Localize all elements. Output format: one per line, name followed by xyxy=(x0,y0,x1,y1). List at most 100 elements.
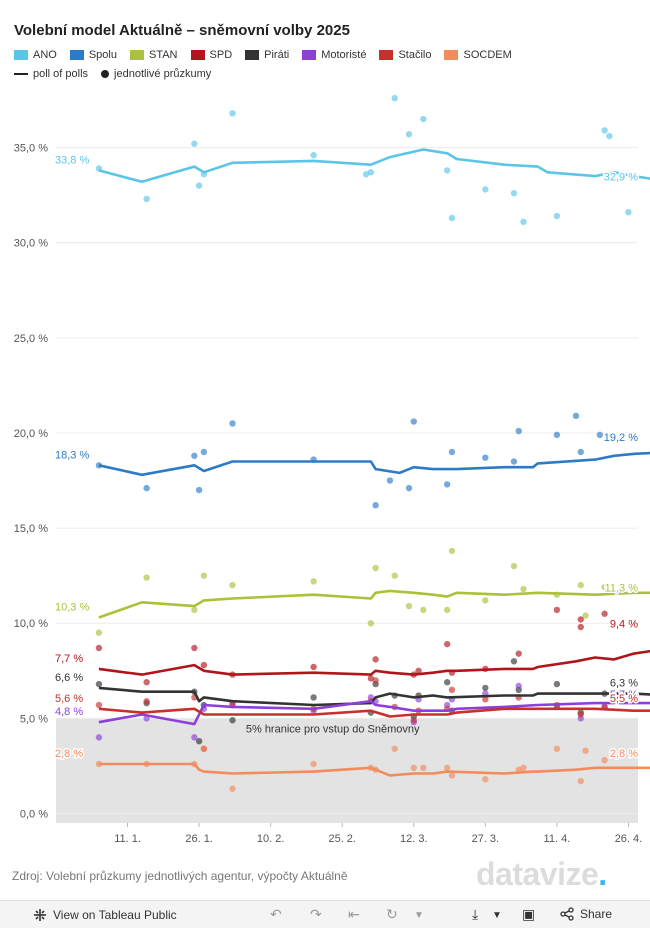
refresh-dropdown-icon[interactable]: ▼ xyxy=(414,910,424,921)
series-start-label: 6,6 % xyxy=(55,672,83,684)
series-start-label: 18,3 % xyxy=(55,449,89,461)
poll-point xyxy=(625,209,632,216)
poll-point xyxy=(310,151,317,159)
poll-point xyxy=(577,777,584,785)
y-tick-label: 25,0 % xyxy=(14,333,48,345)
poll-point xyxy=(510,458,518,465)
download-dropdown-icon[interactable]: ▼ xyxy=(492,910,502,921)
series-line-socdem xyxy=(98,762,650,777)
poll-point xyxy=(601,583,608,591)
poll-point xyxy=(482,454,489,461)
tableau-footer: View on Tableau Public ↶ ↷ ⇤ ↻ ▼ ⤓ ▼ ▣ S… xyxy=(0,900,650,928)
poll-point xyxy=(195,737,203,745)
refresh-icon[interactable]: ↻ xyxy=(386,906,398,922)
series-end-label: 32,9 % xyxy=(604,172,638,184)
legend-item-ano[interactable]: ANO xyxy=(14,49,57,61)
poll-point xyxy=(200,572,208,579)
poll-point xyxy=(582,747,589,754)
legend-marks-row: poll of polls jednotlivé průzkumy xyxy=(14,65,634,82)
poll-point xyxy=(553,431,561,439)
tableau-icon xyxy=(34,908,46,921)
poll-point xyxy=(515,682,522,690)
legend-item-socdem[interactable]: SOCDEM xyxy=(444,48,512,61)
share-button[interactable]: Share xyxy=(560,907,612,921)
poll-point xyxy=(553,680,561,688)
legend-item-poll-of-polls[interactable]: poll of polls xyxy=(14,68,88,80)
legend-item-spd[interactable]: SPD xyxy=(190,49,232,61)
legend-item-piráti[interactable]: Piráti xyxy=(245,49,289,61)
poll-point xyxy=(601,757,608,764)
poll-point xyxy=(143,574,150,581)
legend-item-motoristé[interactable]: Motoristé xyxy=(302,49,366,61)
series-end-label: 19,2 % xyxy=(604,432,638,444)
view-on-tableau-button[interactable]: View on Tableau Public xyxy=(33,908,177,922)
share-label: Share xyxy=(580,907,613,921)
series-end-label: 9,4 % xyxy=(610,619,638,631)
poll-point xyxy=(391,94,398,102)
fullscreen-icon[interactable]: ▣ xyxy=(522,906,536,922)
poll-point xyxy=(443,167,451,174)
legend-swatch xyxy=(190,49,205,60)
legend-label: STAN xyxy=(148,48,178,61)
poll-point xyxy=(482,696,489,703)
undo-icon[interactable]: ↶ xyxy=(270,906,282,922)
poll-point xyxy=(95,644,103,652)
poll-point xyxy=(443,679,451,686)
legend-swatch xyxy=(444,49,459,60)
poll-point xyxy=(372,677,379,684)
legend-swatch xyxy=(14,49,28,60)
poll-point xyxy=(191,734,198,741)
poll-point xyxy=(606,132,613,140)
poll-point xyxy=(95,734,103,741)
poll-point xyxy=(415,667,422,674)
poll-point xyxy=(553,745,561,752)
revert-icon[interactable]: ⇤ xyxy=(348,906,360,922)
series-line-spd xyxy=(98,649,650,676)
poll-point xyxy=(310,663,317,671)
poll-point xyxy=(582,612,589,619)
poll-point xyxy=(510,190,518,197)
share-icon xyxy=(560,907,574,921)
poll-point xyxy=(229,420,236,427)
y-tick-label: 30,0 % xyxy=(14,238,48,250)
poll-point xyxy=(386,477,394,484)
x-tick-label: 26. 1. xyxy=(185,833,213,845)
poll-point xyxy=(200,661,208,669)
legend-item-stan[interactable]: STAN xyxy=(129,48,178,61)
poll-point xyxy=(195,182,203,189)
series-end-label: 11,3 % xyxy=(605,582,639,594)
series-end-label: 2,8 % xyxy=(610,748,638,760)
poll-point xyxy=(420,115,427,123)
x-tick-label: 11. 1. xyxy=(114,833,141,845)
redo-icon[interactable]: ↷ xyxy=(310,906,322,922)
poll-point xyxy=(229,717,236,724)
legend-label: Stačilo xyxy=(398,48,432,61)
poll-point xyxy=(191,452,198,459)
poll-point xyxy=(515,650,522,657)
poll-point xyxy=(448,547,456,555)
poll-point xyxy=(601,127,608,134)
legend-item-individual-polls[interactable]: jednotlivé průzkumy xyxy=(101,68,211,80)
legend-item-spolu[interactable]: Spolu xyxy=(69,49,117,61)
y-tick-label: 20,0 % xyxy=(14,428,48,440)
poll-point xyxy=(310,694,317,701)
dot-swatch xyxy=(101,69,110,78)
poll-point xyxy=(310,760,317,768)
poll-point xyxy=(200,448,208,456)
poll-point xyxy=(95,701,103,709)
poll-point xyxy=(372,502,379,509)
series-line-stan xyxy=(98,589,650,619)
poll-point xyxy=(420,606,427,614)
legend-poll-of-polls-label: poll of polls xyxy=(33,67,89,80)
series-end-label: 5,7 % xyxy=(610,689,638,701)
legend-label: ANO xyxy=(33,48,57,61)
poll-point xyxy=(143,484,150,492)
poll-point xyxy=(553,212,561,220)
poll-point xyxy=(143,679,150,686)
download-icon[interactable]: ⤓ xyxy=(472,906,479,922)
legend-label: SOCDEM xyxy=(463,48,512,61)
legend-item-stačilo[interactable]: Stačilo xyxy=(379,49,431,61)
series-start-label: 10,3 % xyxy=(55,602,89,614)
legend: ANO Spolu STAN SPD Piráti Motoristé Stačilo SOC… xyxy=(14,46,634,82)
poll-point xyxy=(443,606,451,614)
